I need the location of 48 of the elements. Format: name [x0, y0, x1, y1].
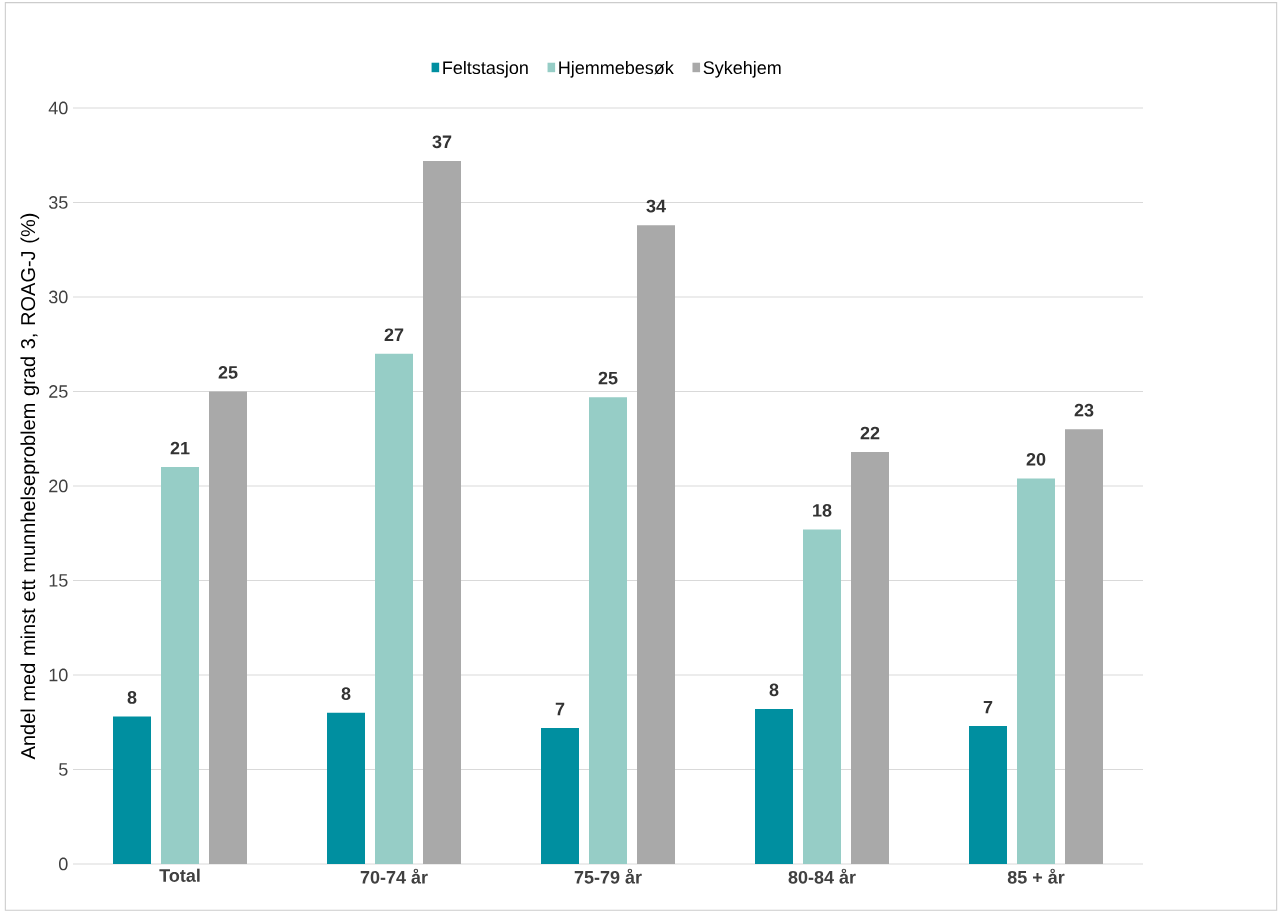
legend-label: Hjemmebesøk	[559, 60, 674, 78]
y-tick-label: 20	[49, 479, 68, 493]
legend-label: Feltstasjon	[443, 60, 528, 78]
data-label: 25	[598, 371, 618, 385]
x-tick-label: 80-84 år	[788, 868, 856, 884]
data-label: 22	[860, 426, 880, 440]
y-tick-label: 30	[48, 290, 68, 304]
bar	[375, 353, 414, 864]
data-label: 21	[170, 441, 190, 455]
bar	[851, 451, 889, 864]
data-label: 20	[1026, 452, 1046, 466]
data-label: 37	[432, 135, 452, 149]
data-label: 18	[813, 504, 832, 517]
bar	[755, 709, 794, 864]
x-tick-label: Total	[159, 868, 200, 882]
data-label: 8	[341, 687, 351, 701]
bar	[637, 225, 675, 864]
x-tick-label: 75-79 år	[574, 868, 642, 884]
bar	[327, 712, 366, 864]
data-label: 7	[555, 702, 565, 716]
bar	[589, 397, 627, 864]
bar	[1065, 429, 1103, 864]
bar	[113, 716, 152, 864]
data-label: 27	[384, 328, 404, 341]
data-label: 25	[218, 366, 238, 379]
bar	[541, 727, 580, 864]
x-tick-label: 70-74 år	[360, 868, 428, 884]
data-label: 34	[646, 199, 666, 213]
x-tick-label: 85 + år	[1007, 868, 1065, 884]
bar	[803, 529, 841, 864]
y-tick-label: 40	[48, 101, 68, 115]
data-label: 8	[127, 691, 137, 704]
y-axis-title: Andel med minst ett munnhelseproblem grad 3, ROAG-J (%)	[20, 213, 40, 760]
bar	[423, 160, 461, 864]
bar	[161, 467, 200, 864]
data-label: 7	[983, 700, 993, 714]
bar	[969, 726, 1008, 864]
y-tick-label: 25	[49, 385, 68, 398]
y-tick-label: 15	[49, 574, 68, 587]
y-tick-label: 35	[48, 196, 68, 209]
y-tick-label: 0	[59, 857, 68, 871]
y-tick-label: 5	[59, 763, 68, 776]
data-label: 23	[1074, 403, 1094, 417]
data-label: 8	[769, 683, 779, 697]
legend-label: Sykehjem	[703, 60, 781, 78]
bar	[209, 391, 248, 864]
bar	[1017, 478, 1055, 864]
y-tick-label: 10	[49, 668, 68, 682]
